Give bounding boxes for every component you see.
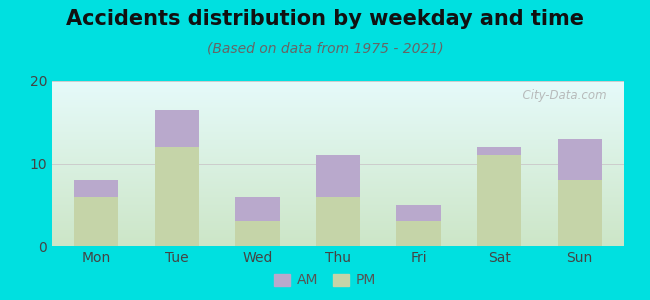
Bar bbox=[316, 196, 360, 246]
Bar bbox=[74, 180, 118, 196]
Text: City-Data.com: City-Data.com bbox=[515, 89, 607, 102]
Bar bbox=[477, 155, 521, 246]
Bar bbox=[235, 196, 280, 221]
Bar bbox=[235, 221, 280, 246]
Legend: AM, PM: AM, PM bbox=[268, 268, 382, 293]
Bar bbox=[316, 155, 360, 196]
Bar bbox=[396, 205, 441, 221]
Bar bbox=[477, 147, 521, 155]
Text: Accidents distribution by weekday and time: Accidents distribution by weekday and ti… bbox=[66, 9, 584, 29]
Text: (Based on data from 1975 - 2021): (Based on data from 1975 - 2021) bbox=[207, 42, 443, 56]
Bar bbox=[74, 196, 118, 246]
Bar bbox=[155, 147, 199, 246]
Bar bbox=[558, 180, 602, 246]
Bar bbox=[396, 221, 441, 246]
Bar bbox=[155, 110, 199, 147]
Bar bbox=[558, 139, 602, 180]
